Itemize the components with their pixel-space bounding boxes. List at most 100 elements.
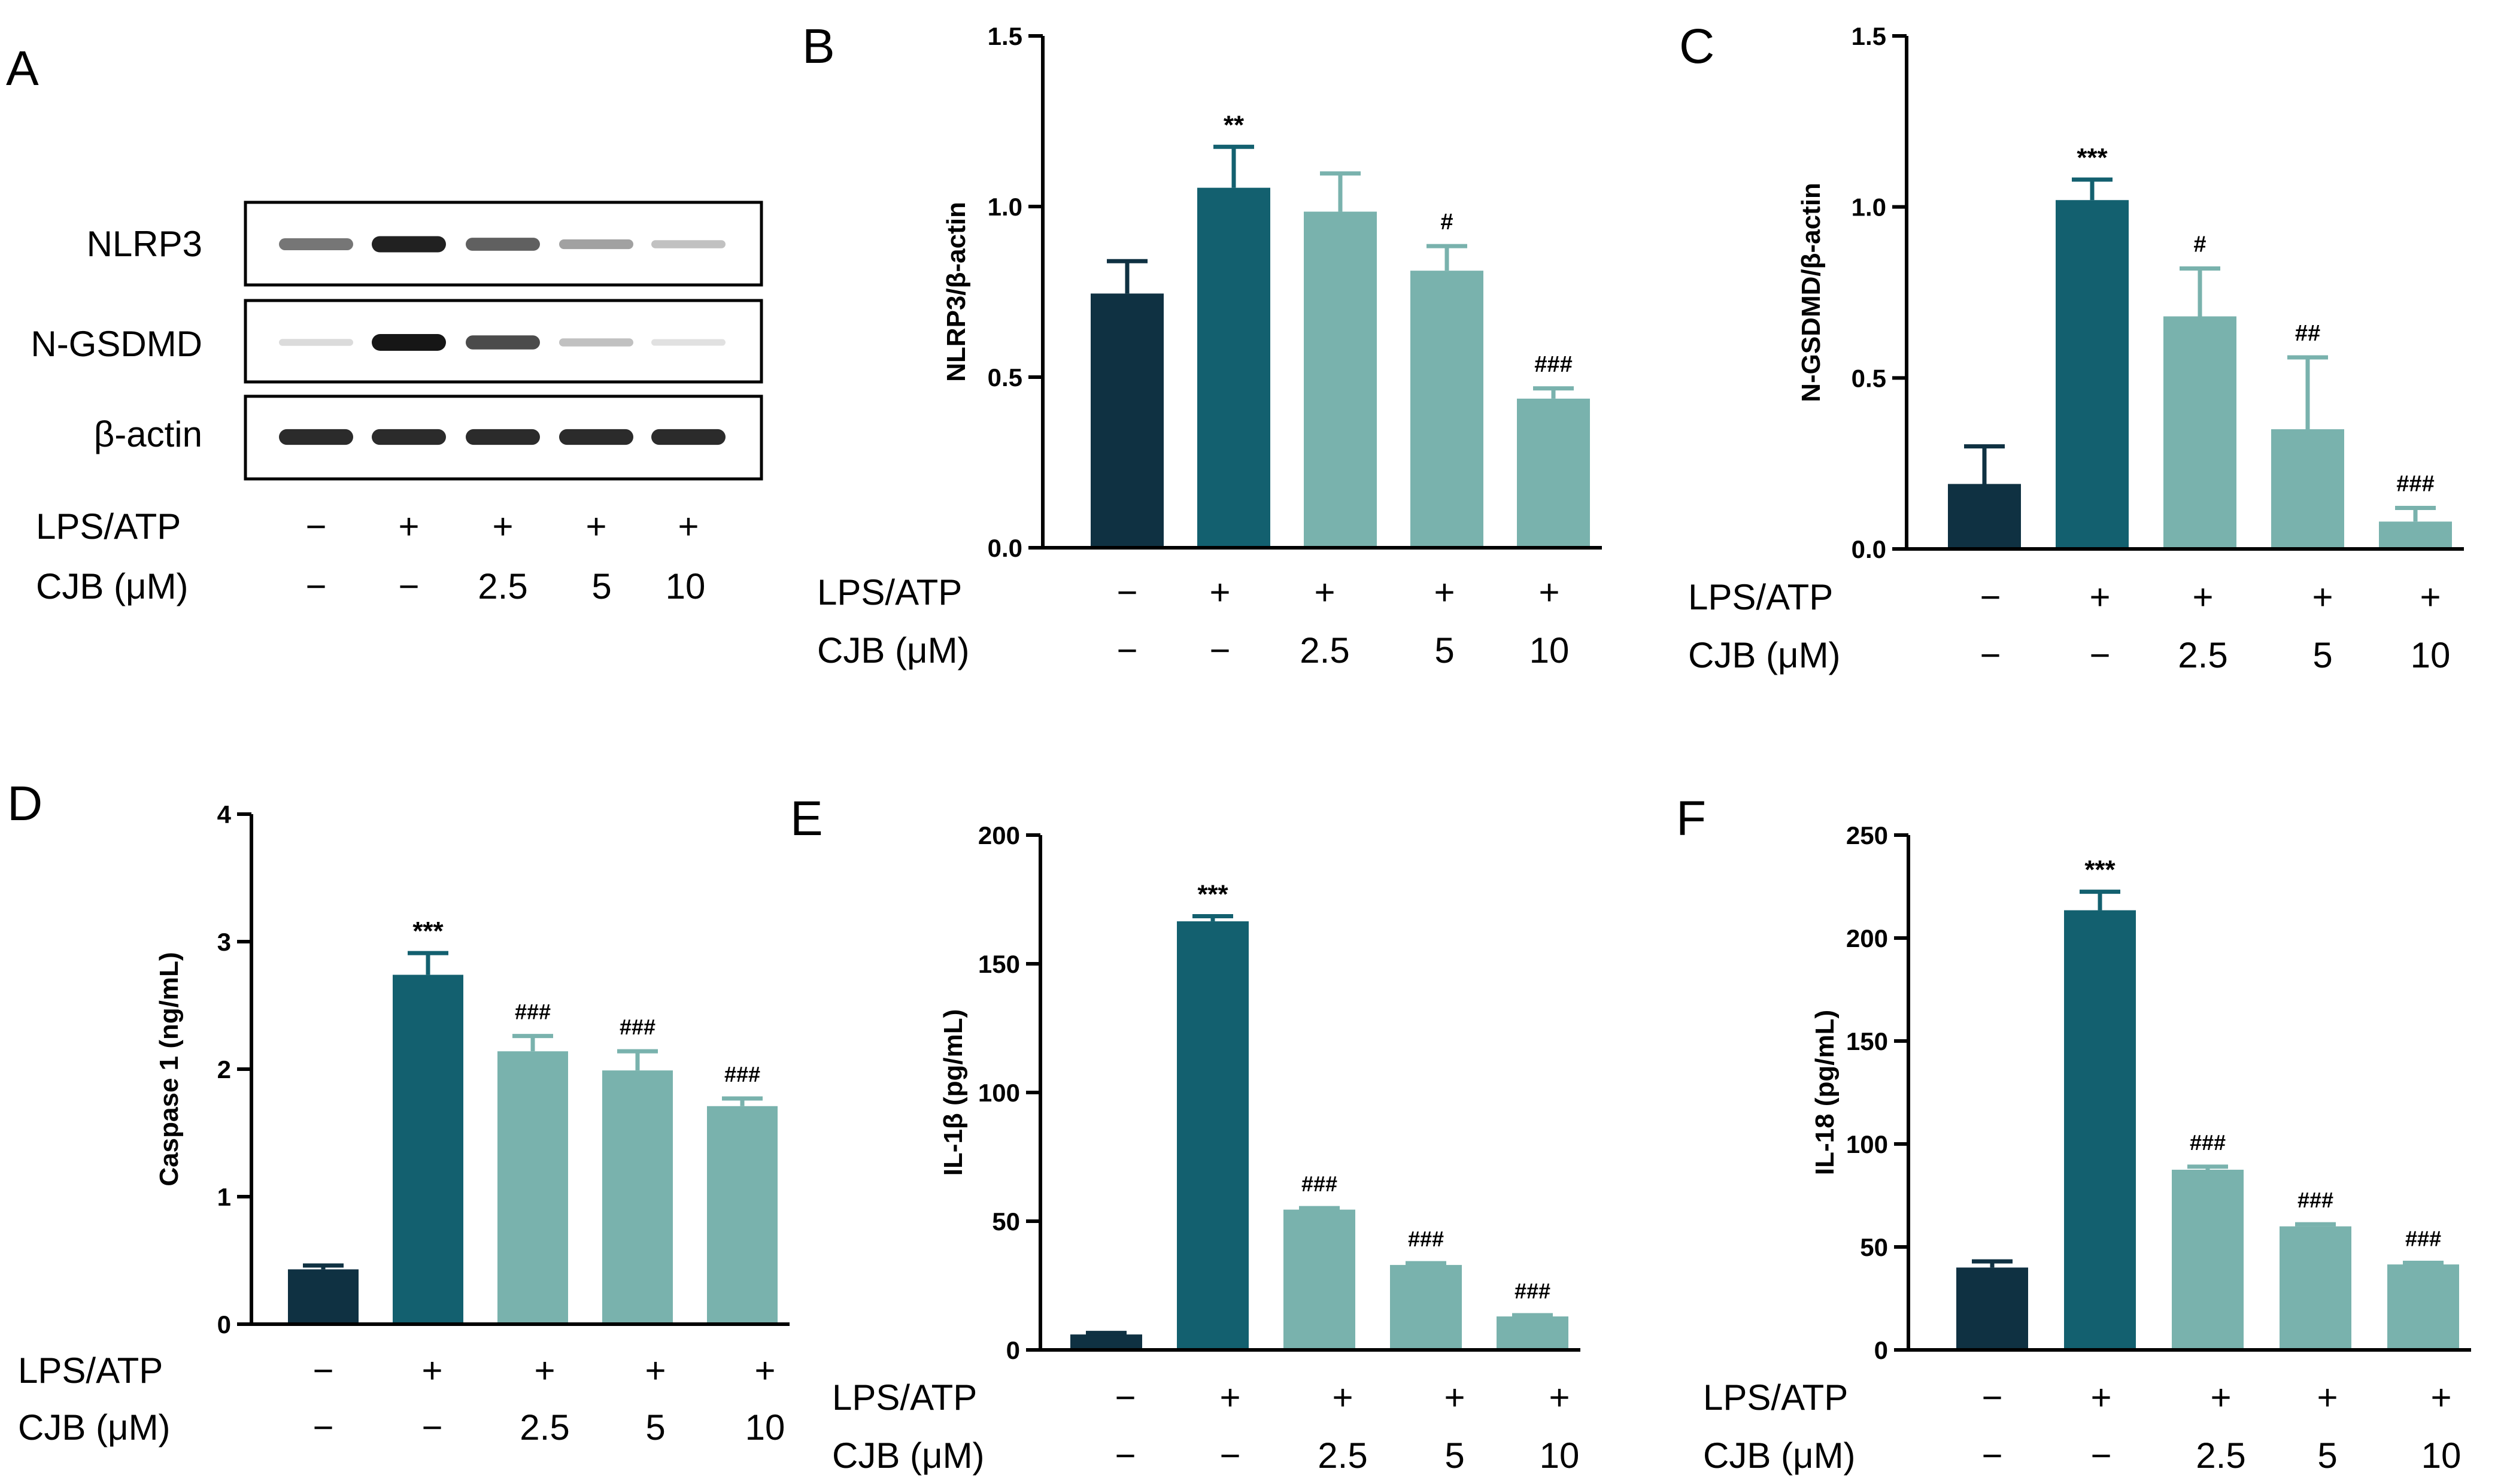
y-tick-label: 3: [217, 928, 231, 956]
bar: [2271, 429, 2344, 549]
error-bar: [1512, 1313, 1553, 1318]
condition-value: −: [312, 1351, 333, 1391]
condition-value: +: [1549, 1377, 1570, 1418]
error-bar: [1427, 244, 1467, 271]
condition-value: 10: [2421, 1436, 2462, 1476]
condition-value: 2.5: [1318, 1436, 1367, 1476]
y-tick-label: 150: [1846, 1027, 1888, 1055]
condition-value: 5: [1444, 1436, 1464, 1476]
significance-label: ###: [1301, 1172, 1337, 1196]
condition-label-cjb: CJB (μM): [36, 566, 189, 606]
y-tick-label: 250: [1846, 821, 1888, 849]
condition-value: +: [2210, 1377, 2231, 1418]
y-tick-label: 100: [978, 1079, 1020, 1107]
error-bar: [408, 951, 448, 975]
bar: [1070, 1334, 1142, 1350]
blot-band: [466, 335, 540, 350]
error-bar: [2080, 890, 2120, 911]
panel-letter-a: A: [6, 41, 39, 96]
significance-label: ###: [2190, 1130, 2226, 1155]
significance-label: **: [1224, 110, 1245, 139]
bar: [288, 1269, 359, 1324]
condition-value: −: [398, 566, 419, 606]
bar: [393, 975, 463, 1324]
condition-value: +: [2430, 1377, 2451, 1418]
condition-label-lps-atp: LPS/ATP: [1688, 577, 1833, 617]
condition-value: −: [421, 1407, 442, 1447]
bar: [2163, 316, 2236, 549]
bar: [602, 1070, 673, 1324]
condition-value: +: [1434, 572, 1455, 612]
significance-label: ###: [2405, 1226, 2441, 1251]
bar: [1197, 187, 1270, 548]
western-blot-panel: A NLRP3 N-GSDMD β-actin LPS/ATP − + + + …: [6, 41, 763, 606]
condition-label-cjb-m: CJB (μM): [817, 630, 970, 670]
significance-label: ###: [2297, 1188, 2333, 1212]
condition-value: +: [1538, 572, 1559, 612]
blot-label-n-gsdmd: N-GSDMD: [31, 324, 202, 364]
error-bar: [2287, 355, 2328, 430]
condition-value: +: [1314, 572, 1335, 612]
bar: [1304, 211, 1377, 548]
condition-value: 2.5: [2196, 1436, 2245, 1476]
blot-band: [559, 338, 633, 347]
chart-panel-e: E *** ### ### ### 0 50 100 150 200 IL-1β (pg/mL) LP…: [790, 791, 1580, 1476]
condition-value: +: [585, 506, 606, 547]
condition-label-lps-atp: LPS/ATP: [832, 1377, 977, 1418]
bar: [1497, 1316, 1568, 1350]
blot-band: [466, 429, 540, 445]
y-axis-title: Caspase 1 (ng/mL): [154, 952, 184, 1186]
bar: [707, 1106, 778, 1324]
y-tick-label: 100: [1846, 1130, 1888, 1158]
y-tick-label: 50: [1860, 1233, 1888, 1261]
y-tick-label: 0.5: [1852, 364, 1886, 392]
y-tick-label: 1.0: [988, 193, 1022, 221]
condition-value: −: [1209, 630, 1230, 670]
blot-band: [372, 429, 446, 445]
significance-label: #: [1440, 210, 1453, 235]
blot-row-nlrp3: NLRP3: [87, 201, 763, 287]
error-bar: [2395, 505, 2436, 522]
chart-panel-f: F *** ### ### ### 0 50 100 150 200 250 IL-18 (pg/mL…: [1676, 791, 2471, 1476]
condition-value: +: [2192, 577, 2213, 617]
bar: [2387, 1264, 2459, 1350]
error-bar: [2187, 1164, 2228, 1170]
blot-band: [559, 429, 633, 445]
blot-row-n-gsdmd: N-GSDMD: [31, 299, 763, 384]
condition-value: −: [1115, 1436, 1136, 1476]
condition-value: +: [398, 506, 419, 547]
y-tick-label: 0: [1874, 1336, 1888, 1364]
error-bar: [1213, 144, 1254, 188]
y-tick-label: 1.5: [1852, 22, 1886, 50]
condition-value: 2.5: [2178, 635, 2227, 675]
condition-value: 2.5: [1300, 630, 1349, 670]
y-tick-label: 0.5: [988, 363, 1022, 392]
condition-value: −: [1981, 1377, 2002, 1418]
condition-value: −: [1116, 572, 1137, 612]
error-bar: [512, 1034, 553, 1052]
bar: [1517, 398, 1590, 548]
significance-label: ***: [1197, 879, 1228, 909]
significance-label: ###: [1408, 1227, 1444, 1251]
condition-value: +: [645, 1351, 666, 1391]
significance-label: ##: [2295, 321, 2320, 346]
blot-label-nlrp3: NLRP3: [87, 224, 202, 264]
y-tick-label: 0: [217, 1310, 231, 1339]
condition-value: +: [421, 1351, 442, 1391]
y-tick-label: 4: [217, 800, 232, 829]
significance-label: ###: [620, 1015, 655, 1039]
blot-band: [559, 239, 633, 250]
significance-label: ***: [412, 917, 444, 946]
blot-band: [651, 339, 726, 346]
error-bar: [1107, 259, 1148, 294]
condition-row-cjb: CJB (μM) − − 2.5 5 10: [36, 566, 705, 606]
panel-letter-f: F: [1676, 791, 1706, 846]
y-tick-label: 200: [978, 821, 1020, 849]
condition-value: +: [1332, 1377, 1353, 1418]
chart-panel-c: C***######0.00.51.01.5N-GSDMD/β-actinLPS…: [1679, 19, 2464, 675]
panel-letter-d: D: [7, 776, 43, 831]
condition-value: −: [305, 506, 326, 547]
bar: [1410, 271, 1483, 548]
y-axis-title: N-GSDMD/β-actin: [1796, 183, 1826, 402]
